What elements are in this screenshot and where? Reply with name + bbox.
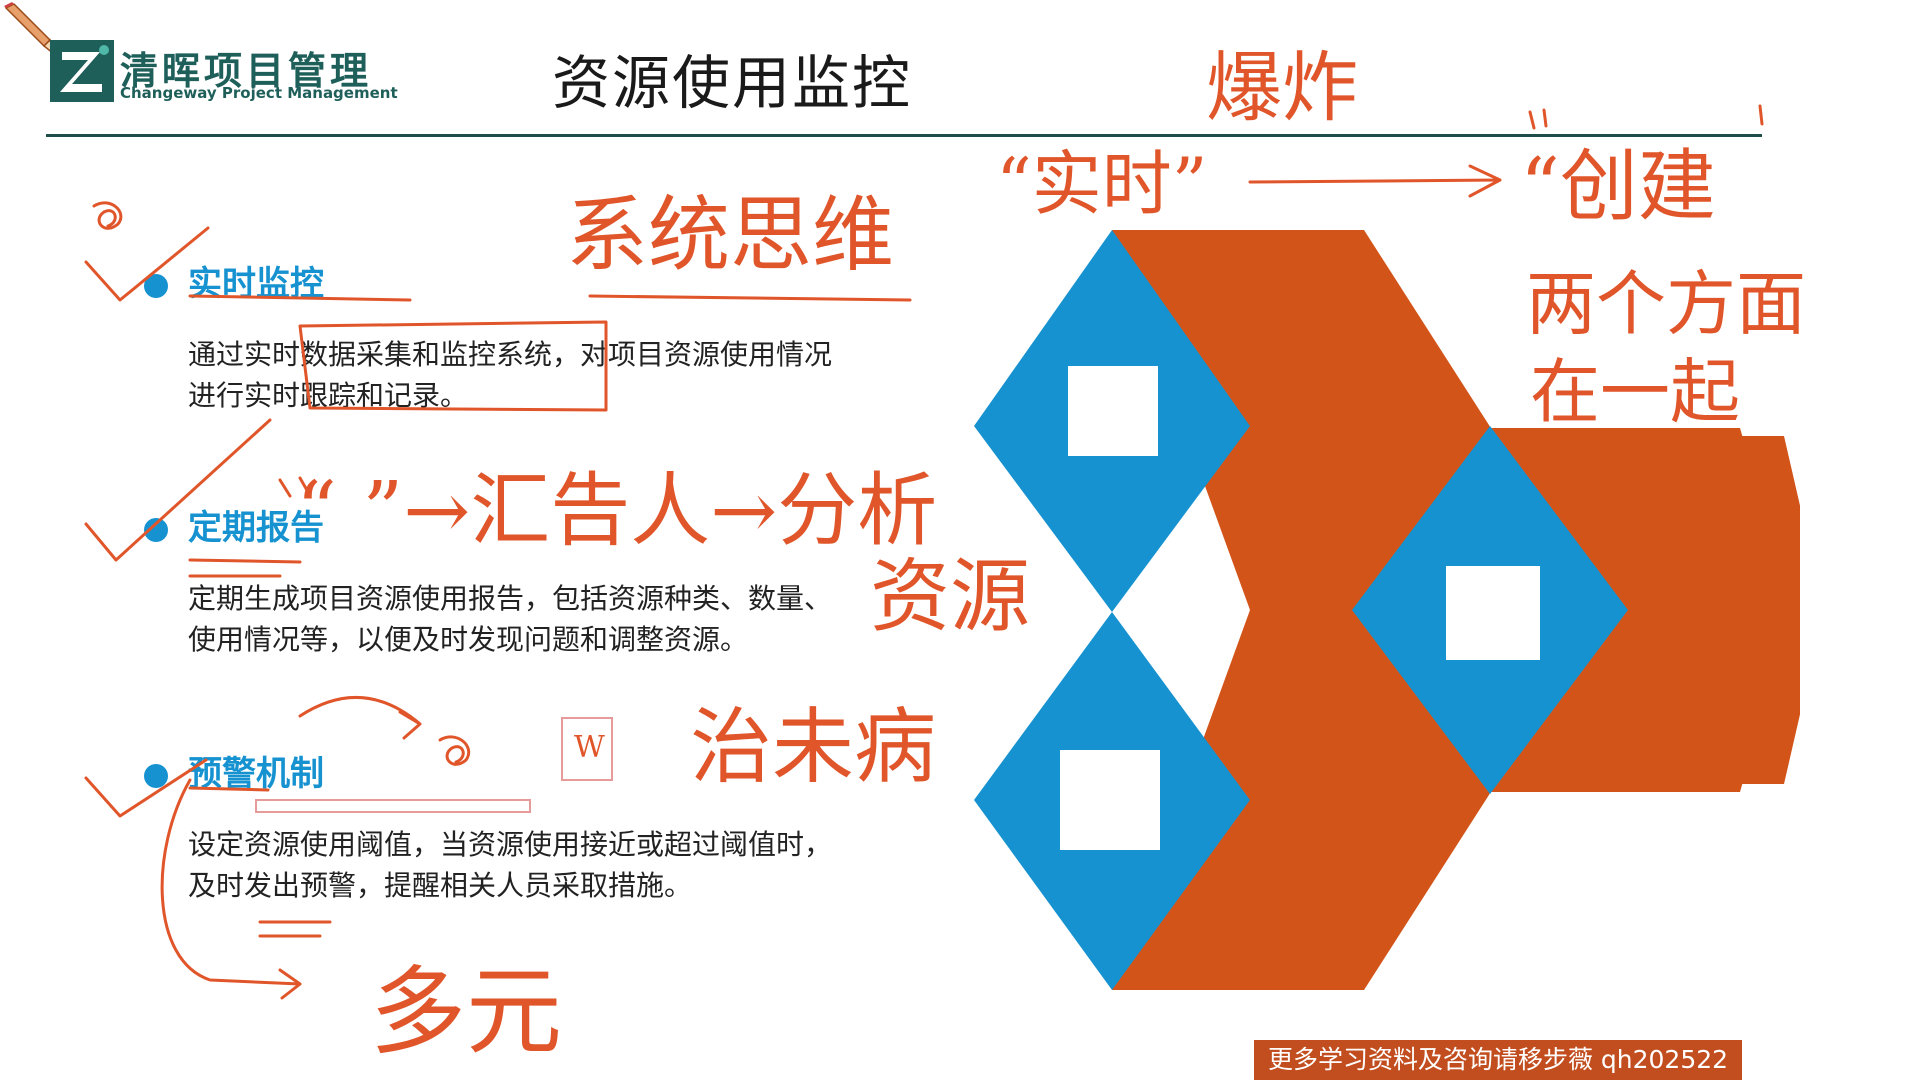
bullet-dot (144, 274, 168, 298)
arrow (1248, 164, 1502, 198)
white-square-right (1446, 566, 1540, 660)
section-description: 通过实时数据采集和监控系统，对项目资源使用情况 进行实时跟踪和记录。 (188, 334, 908, 416)
description-line: 通过实时数据采集和监控系统，对项目资源使用情况 (188, 338, 833, 371)
annotation-together: 在一起 (1530, 351, 1740, 433)
page-title: 资源使用监控 (552, 49, 913, 117)
orange-hexagon-right (1490, 428, 1792, 792)
section-title: 实时监控 (188, 264, 324, 304)
description-line: 及时发出预警，提醒相关人员采取措施。 (188, 869, 693, 902)
white-square-top (1068, 366, 1158, 456)
hexagon-diamond-graphic (974, 230, 1800, 990)
section-title: 预警机制 (188, 754, 324, 794)
annotation-creation: “创建 (1520, 142, 1716, 232)
description-line: 使用情况等，以便及时发现问题和调整资源。 (188, 623, 749, 656)
annotation-multiple: 多元 (370, 956, 562, 1068)
annotation-realtime-quote: “实时” (996, 143, 1208, 225)
footer-banner: 更多学习资料及咨询请移步薇 qh202522 (1254, 1040, 1742, 1080)
pen-icon[interactable] (0, 0, 58, 58)
logo-name: 清晖项目管理 (120, 49, 373, 93)
description-line: 设定资源使用阈值，当资源使用接近或超过阈值时， (188, 828, 833, 861)
annotation-two-sides: 两个方面 (1526, 263, 1806, 345)
company-logo: 清晖项目管理 Changeway Project Management (50, 40, 398, 110)
bullet-dot (144, 518, 168, 542)
annotation-top-note: 爆炸 (1206, 43, 1358, 132)
annotation-summary-flow: “ ”→汇告人→分析 (296, 464, 938, 557)
annotation-systems-thinking: 系统思维 (566, 188, 895, 283)
description-line: 进行实时跟踪和记录。 (188, 379, 469, 412)
quote-mark (1758, 104, 1764, 126)
annotation-resources: 资源 (870, 550, 1030, 643)
white-square-bottom (1060, 750, 1160, 850)
logo-subtitle: Changeway Project Management (120, 84, 398, 102)
bullet-dot (144, 764, 168, 788)
section-description: 设定资源使用阈值，当资源使用接近或超过阈值时， 及时发出预警，提醒相关人员采取措… (188, 824, 908, 906)
section-description: 定期生成项目资源使用报告，包括资源种类、数量、 使用情况等，以便及时发现问题和调… (188, 578, 908, 660)
scribble-mark (92, 201, 123, 230)
annotation-treat-illness: 治未病 (690, 700, 937, 795)
annotation-small-box: W (574, 730, 605, 765)
description-line: 定期生成项目资源使用报告，包括资源种类、数量、 (188, 582, 833, 615)
logo-mark (50, 40, 114, 102)
arrow (298, 696, 422, 740)
header-divider (46, 134, 1762, 137)
